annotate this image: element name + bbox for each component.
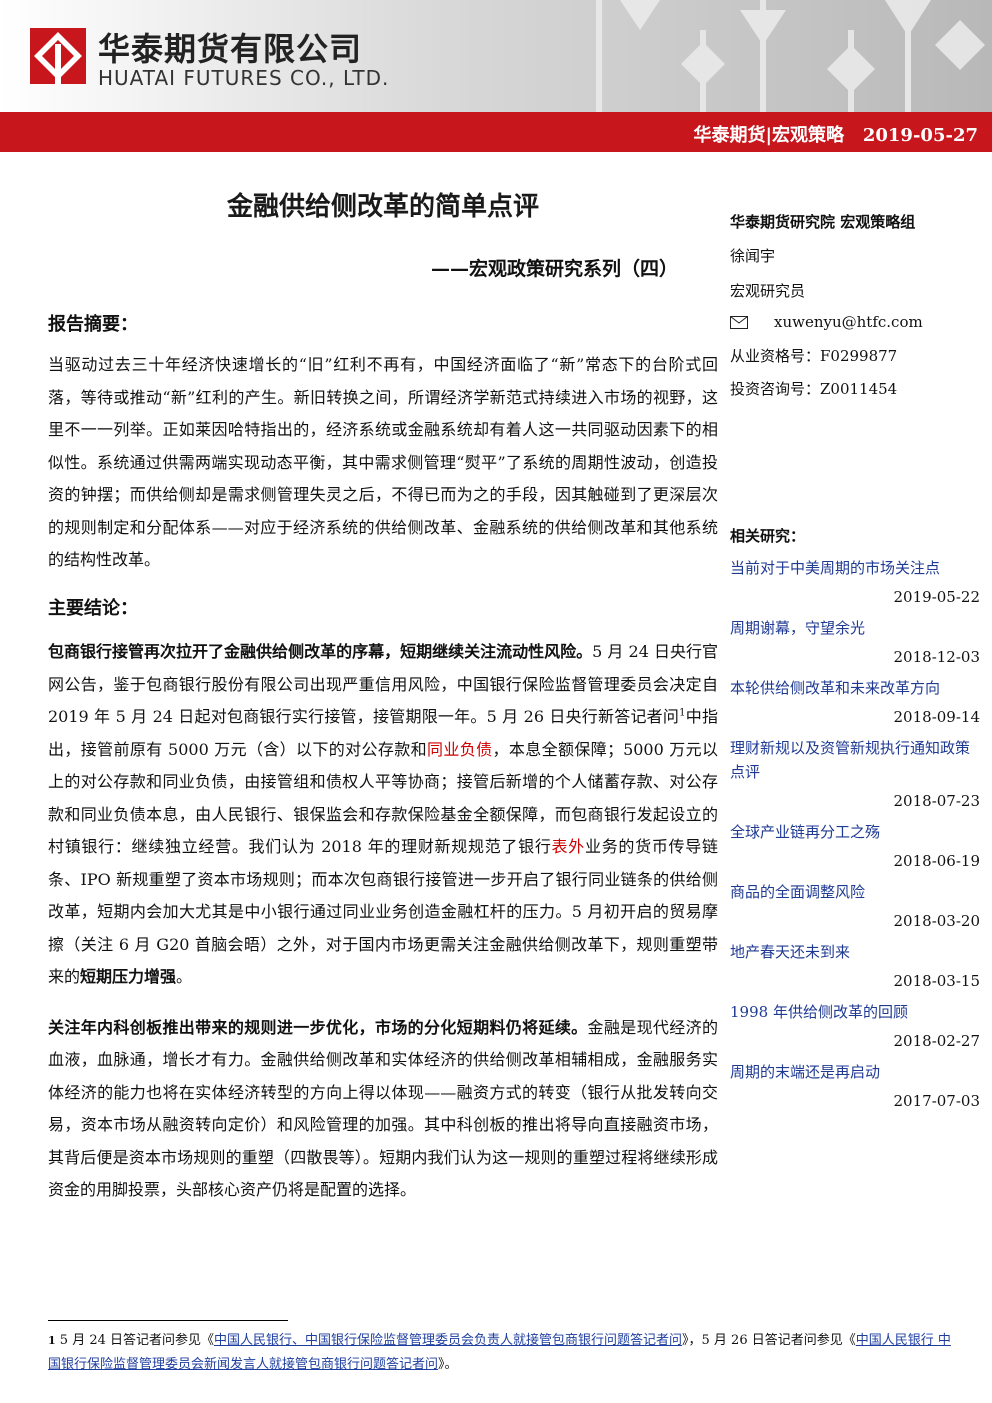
text-run: 中国人民银行、中国银行保险监督管理委员会负责人就接管包商银行问题答记者问 xyxy=(214,1333,683,1348)
heading: 主要结论： xyxy=(48,598,138,619)
text-run: 包商银行接管再次拉开了金融供给侧改革的序幕，短期继续关注流动性风险。 xyxy=(48,642,593,661)
related-item: 全球产业链再分工之殇 2018-06-19 xyxy=(730,820,980,870)
text-run: 。 xyxy=(176,967,193,986)
related-title: 1998 年供给侧改革的回顾 xyxy=(730,1003,908,1021)
date: 2019-05-27 xyxy=(862,125,978,146)
footnote: 1 5 月 24 日答记者问参见《中国人民银行、中国银行保险监督管理委员会负责人… xyxy=(48,1329,953,1377)
text-run: 关注年内科创板推出带来的规则进一步优化，市场的分化短期料仍将延续。 xyxy=(48,1017,588,1037)
related-date: 2018-07-23 xyxy=(893,792,980,810)
conclusions: 包商银行接管再次拉开了金融供给侧改革的序幕，短期继续关注流动性风险。5 月 24… xyxy=(48,636,718,1207)
related-date: 2017-07-03 xyxy=(893,1092,980,1110)
text-run: 5 月 24 日央行官网公告，鉴于包商银行股份有限公司出现严重信用风险，中国银行… xyxy=(48,642,718,726)
related-title: 周期的末端还是再启动 xyxy=(730,1063,881,1081)
paragraph: 当驱动过去三十年经济快速增长的“旧”红利不再有，中国经济面临了“新”常态下的台阶… xyxy=(48,349,718,577)
role: 宏观研究员 xyxy=(730,282,806,300)
team: 华泰期货研究院 宏观策略组 xyxy=(730,213,916,231)
text-run: 业务的货币传导链条、IPO 新规重塑了资本市场规则；而本次包商银行接管进一步开启… xyxy=(48,837,718,986)
text-run: 中国人民银行 中国银行保险监督管理委员会新闻发言人就接管包商银行问题答记者问 xyxy=(48,1333,951,1372)
company-name: 华泰期货有限公司 xyxy=(98,30,363,68)
text-run: 同业负债 xyxy=(427,739,493,759)
paragraph: 关注年内科创板推出带来的规则进一步优化，市场的分化短期料仍将延续。金融是现代经济… xyxy=(48,1012,718,1207)
related-title: 理财新规以及资管新规执行通知政策点评 xyxy=(730,739,971,781)
text-run: 5 月 24 日答记者问参见《 xyxy=(55,1333,214,1348)
text-run: 1 xyxy=(48,1334,56,1347)
logo-icon xyxy=(30,28,86,84)
license: 从业资格号：F0299877 xyxy=(730,347,898,365)
related-item: 当前对于中美周期的市场关注点 2019-05-22 xyxy=(730,556,980,606)
text-run: 1 xyxy=(679,707,686,719)
text-run: 金融是现代经济的血液，血脉通，增长才有力。金融供给侧改革和实体经济的供给侧改革相… xyxy=(48,1017,718,1200)
subtitle: ——宏观政策研究系列（四） xyxy=(430,258,678,280)
header-section: 华泰期货|宏观策略 2019-05-27 xyxy=(693,121,978,147)
related-heading: 相关研究： xyxy=(730,527,806,545)
related-date: 2018-03-20 xyxy=(893,912,980,930)
related-item: 周期的末端还是再启动 2017-07-03 xyxy=(730,1060,980,1110)
email: xuwenyu@htfc.com xyxy=(774,313,923,331)
text-run: 》。 xyxy=(438,1357,458,1372)
related-date: 2018-02-27 xyxy=(893,1032,980,1050)
related-date: 2018-06-19 xyxy=(893,852,980,870)
title: 金融供给侧改革的简单点评 xyxy=(226,192,539,222)
text-run: 短期压力增强 xyxy=(80,967,177,986)
text-run: 中指出，接管前原有 5000 万元（含）以下的对公存款和 xyxy=(48,707,718,759)
related-item: 本轮供给侧改革和未来改革方向 2018-09-14 xyxy=(730,676,980,726)
section: 华泰期货|宏观策略 xyxy=(693,125,845,146)
advisory: 投资咨询号：Z0011454 xyxy=(730,380,898,398)
company-name-en: HUATAI FUTURES CO., LTD. xyxy=(98,66,390,90)
related-item: 理财新规以及资管新规执行通知政策点评 2018-07-23 xyxy=(730,736,980,810)
text-run: 表外 xyxy=(551,837,585,856)
related-list: 当前对于中美周期的市场关注点 2019-05-22 周期谢幕，守望余光 2018-12… xyxy=(730,556,980,1120)
related-item: 1998 年供给侧改革的回顾 2018-02-27 xyxy=(730,1000,980,1050)
paragraph: 包商银行接管再次拉开了金融供给侧改革的序幕，短期继续关注流动性风险。5 月 24… xyxy=(48,636,718,994)
related-title: 本轮供给侧改革和未来改革方向 xyxy=(730,679,941,697)
related-date: 2018-03-15 xyxy=(893,972,980,990)
related-item: 地产春天还未到来 2018-03-15 xyxy=(730,940,980,990)
related-title: 周期谢幕，守望余光 xyxy=(730,619,866,637)
summary: 当驱动过去三十年经济快速增长的“旧”红利不再有，中国经济面临了“新”常态下的台阶… xyxy=(48,349,718,577)
email-icon xyxy=(730,316,748,329)
related-title: 当前对于中美周期的市场关注点 xyxy=(730,559,941,577)
heading: 报告摘要： xyxy=(48,314,138,335)
text-run: 当驱动过去三十年经济快速增长的“旧”红利不再有，中国经济面临了“新”常态下的台阶… xyxy=(48,355,718,569)
related-title: 地产春天还未到来 xyxy=(730,943,851,961)
header-graphic xyxy=(0,0,992,152)
related-title: 商品的全面调整风险 xyxy=(730,883,866,901)
author: 徐闻宇 xyxy=(730,247,776,265)
related-item: 周期谢幕，守望余光 2018-12-03 xyxy=(730,616,980,666)
text-run: ，本息全额保障；5000 万元以上的对公存款和同业负债，由接管组和债权人平等协商… xyxy=(48,739,718,857)
related-date: 2019-05-22 xyxy=(893,588,980,606)
footnote-rule xyxy=(48,1320,288,1321)
related-date: 2018-12-03 xyxy=(893,648,980,666)
related-date: 2018-09-14 xyxy=(893,708,980,726)
related-item: 商品的全面调整风险 2018-03-20 xyxy=(730,880,980,930)
text-run: 》，5 月 26 日答记者问参见《 xyxy=(682,1333,856,1348)
related-title: 全球产业链再分工之殇 xyxy=(730,823,881,841)
